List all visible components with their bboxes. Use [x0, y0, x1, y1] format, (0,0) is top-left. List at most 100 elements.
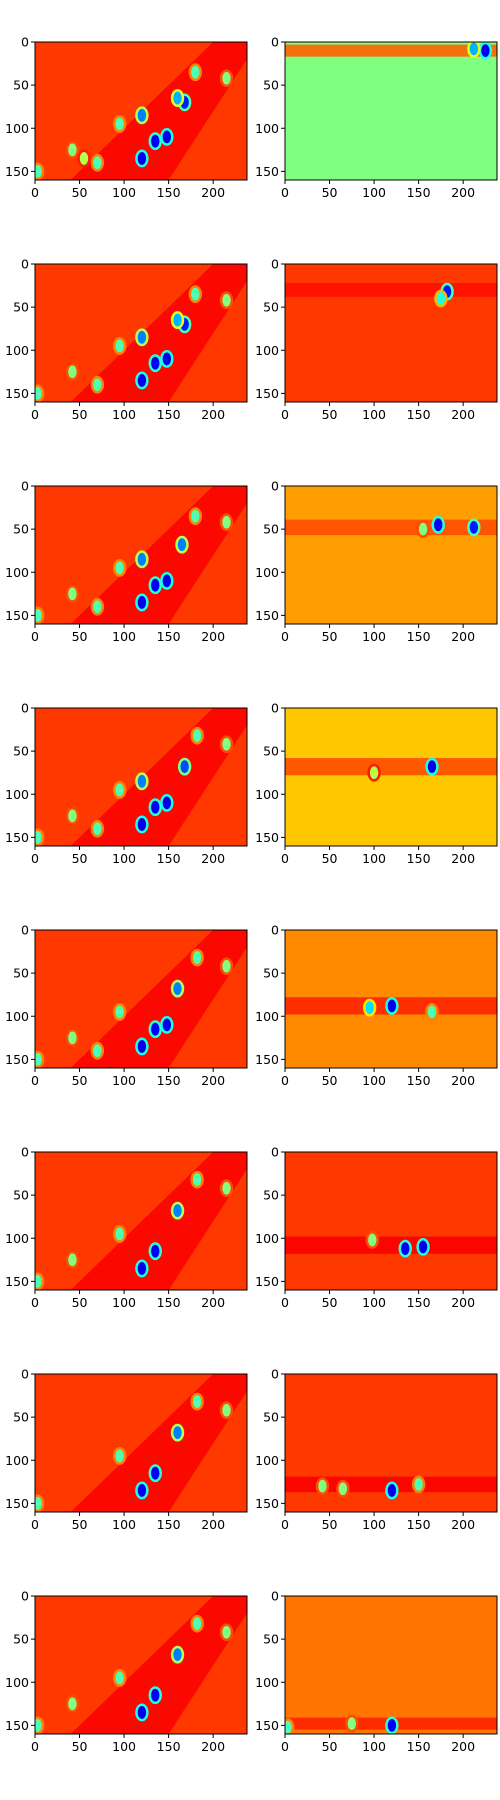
heatmap-blob — [191, 65, 200, 79]
y-tick-label: 150 — [5, 608, 29, 623]
heatmap-panel-6: 0 50 100 150 200 0 50 100 150 — [255, 479, 498, 644]
heatmap-blob — [137, 374, 147, 387]
heatmap-blob — [222, 737, 231, 751]
x-tick-label: 50 — [322, 1517, 338, 1532]
x-tick-label: 150 — [157, 1295, 181, 1310]
heatmap-panel-14: 0 50 100 150 200 0 50 100 150 — [255, 1367, 498, 1532]
heatmap-blob — [173, 91, 182, 105]
x-tick-label: 200 — [451, 1295, 475, 1310]
y-tick-label: 100 — [5, 1453, 29, 1468]
y-tick-label: 100 — [255, 1009, 279, 1024]
y-tick-label: 0 — [21, 1367, 29, 1382]
y-tick-label: 0 — [271, 479, 279, 494]
x-tick-label: 50 — [72, 1295, 88, 1310]
y-tick-label: 150 — [5, 830, 29, 845]
x-tick-label: 100 — [362, 407, 386, 422]
x-tick-label: 150 — [407, 629, 431, 644]
heatmap-band — [285, 1236, 497, 1254]
heatmap-blob — [151, 578, 160, 592]
heatmap-blob — [137, 1706, 147, 1719]
heatmap-blob — [387, 1484, 397, 1497]
heatmap-blob — [173, 1648, 182, 1662]
heatmap-panel-15: 0 50 100 150 200 0 50 100 150 — [5, 1589, 248, 1754]
heatmap-blob — [68, 143, 77, 157]
heatmap-blob — [192, 1617, 202, 1630]
axes-frame — [284, 1595, 498, 1735]
y-tick-label: 0 — [271, 1145, 279, 1160]
x-tick-label: 50 — [322, 1073, 338, 1088]
heatmap-blob — [222, 959, 231, 973]
x-tick-label: 0 — [31, 629, 39, 644]
heatmap-blob — [35, 164, 42, 178]
x-tick-label: 50 — [322, 851, 338, 866]
heatmap-blob — [222, 71, 231, 85]
y-tick-label: 100 — [5, 787, 29, 802]
heatmap-blob — [79, 152, 89, 165]
heatmap-background — [285, 42, 497, 180]
heatmap-blob — [162, 130, 172, 144]
y-tick-label: 150 — [5, 1718, 29, 1733]
heatmap-blob — [191, 287, 200, 301]
y-tick-label: 0 — [21, 701, 29, 716]
x-tick-label: 0 — [281, 185, 289, 200]
y-tick-label: 50 — [263, 1632, 279, 1647]
y-tick-label: 150 — [255, 1274, 279, 1289]
heatmap-blob — [35, 1052, 42, 1066]
y-tick-label: 50 — [13, 966, 29, 981]
axes-frame — [34, 707, 248, 847]
x-tick-label: 50 — [72, 185, 88, 200]
axes-frame — [34, 1373, 248, 1513]
y-tick-label: 50 — [263, 744, 279, 759]
x-tick-label: 200 — [201, 1517, 225, 1532]
axes-frame — [284, 929, 498, 1069]
heatmap-blob — [115, 339, 124, 353]
x-tick-label: 0 — [281, 1295, 289, 1310]
heatmap-blob — [151, 356, 160, 370]
y-tick-label: 0 — [21, 479, 29, 494]
y-tick-label: 0 — [21, 35, 29, 50]
heatmap-blob — [115, 1671, 124, 1685]
y-tick-label: 50 — [263, 966, 279, 981]
x-tick-label: 100 — [362, 1295, 386, 1310]
y-tick-label: 100 — [255, 787, 279, 802]
heatmap-blob — [434, 518, 443, 532]
heatmap-band — [70, 264, 247, 402]
heatmap-blob — [115, 783, 124, 797]
x-tick-label: 200 — [201, 407, 225, 422]
heatmap-background — [285, 1596, 497, 1734]
heatmap-blob — [68, 1253, 77, 1267]
heatmap-blob — [162, 352, 172, 366]
heatmap-blob — [173, 1426, 182, 1440]
y-tick-label: 0 — [271, 701, 279, 716]
x-tick-label: 100 — [362, 629, 386, 644]
y-tick-label: 0 — [21, 1589, 29, 1604]
heatmap-blob — [418, 1240, 428, 1254]
y-tick-label: 50 — [13, 744, 29, 759]
heatmap-blob — [222, 1403, 231, 1417]
axes-frame — [284, 1151, 498, 1291]
heatmap-blob — [177, 538, 187, 552]
heatmap-blob — [192, 951, 202, 964]
y-tick-label: 100 — [5, 1231, 29, 1246]
y-tick-label: 100 — [255, 1231, 279, 1246]
heatmap-background — [285, 486, 497, 624]
x-tick-label: 50 — [72, 1073, 88, 1088]
axes-frame — [34, 41, 248, 181]
heatmap-panel-12: 0 50 100 150 200 0 50 100 150 — [255, 1145, 498, 1310]
x-tick-label: 50 — [72, 1517, 88, 1532]
heatmap-blob — [162, 574, 172, 588]
y-tick-label: 0 — [271, 1367, 279, 1382]
y-tick-label: 50 — [13, 78, 29, 93]
y-tick-label: 0 — [21, 923, 29, 938]
heatmap-blob — [192, 729, 202, 742]
x-tick-label: 200 — [451, 1073, 475, 1088]
x-tick-label: 0 — [281, 1739, 289, 1754]
heatmap-blob — [115, 1449, 124, 1463]
y-tick-label: 150 — [5, 1274, 29, 1289]
y-tick-label: 0 — [271, 35, 279, 50]
x-tick-label: 0 — [31, 1295, 39, 1310]
heatmap-blob — [365, 1001, 374, 1015]
heatmap-background — [285, 708, 497, 846]
heatmap-panel-13: 0 50 100 150 200 0 50 100 150 — [5, 1367, 248, 1532]
heatmap-blob — [369, 766, 379, 780]
